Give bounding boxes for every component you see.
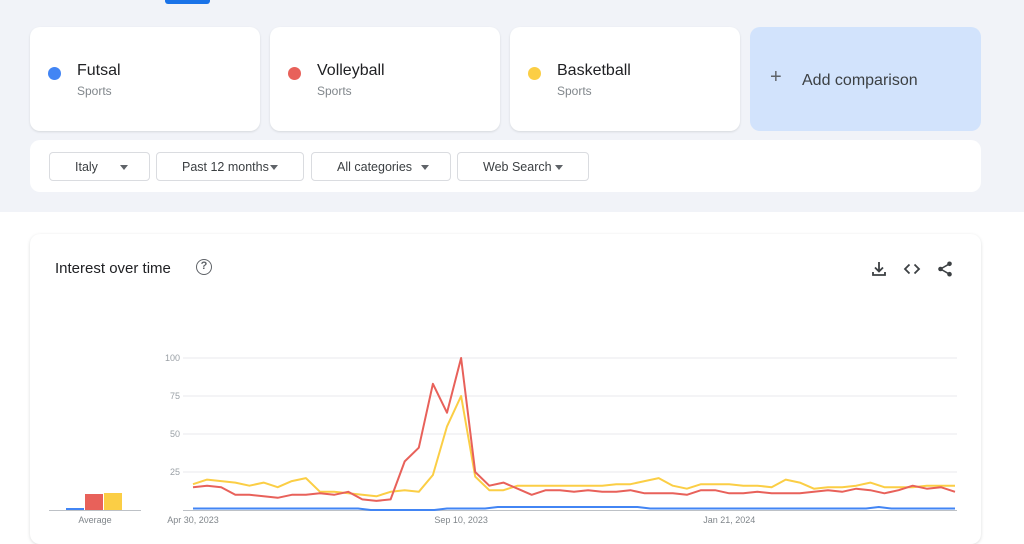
region-filter-dropdown[interactable]: Italy	[49, 152, 150, 181]
x-tick-label: Apr 30, 2023	[167, 515, 219, 525]
time-range-filter-label: Past 12 months	[182, 160, 269, 174]
chevron-down-icon	[120, 165, 128, 170]
chevron-down-icon	[270, 165, 278, 170]
series-color-dot	[48, 67, 61, 80]
average-bar-futsal	[66, 508, 84, 510]
x-tick-label: Jan 21, 2024	[703, 515, 755, 525]
region-filter-label: Italy	[75, 160, 98, 174]
y-tick-label: 75	[170, 391, 180, 401]
chart-title: Interest over time	[55, 260, 171, 277]
y-tick-label: 25	[170, 467, 180, 477]
term-card-futsal[interactable]: Futsal Sports	[30, 27, 260, 131]
share-icon[interactable]	[936, 260, 954, 278]
add-comparison-button[interactable]: + Add comparison	[750, 27, 981, 131]
y-tick-label: 50	[170, 429, 180, 439]
series-line-basketball	[192, 395, 955, 498]
term-name: Basketball	[557, 62, 631, 79]
term-category: Sports	[557, 84, 592, 98]
term-card-basketball[interactable]: Basketball Sports	[510, 27, 740, 131]
chevron-down-icon	[421, 165, 429, 170]
series-line-volleyball	[192, 357, 956, 502]
series-line-futsal	[193, 506, 955, 511]
average-bar-volleyball	[85, 494, 103, 510]
term-name: Futsal	[77, 62, 121, 79]
search-type-filter-dropdown[interactable]: Web Search	[457, 152, 589, 181]
add-comparison-label: Add comparison	[802, 72, 918, 89]
interest-chart: Average 25 50 75 100 Apr 30, 2023 Sep 10, 2023…	[49, 353, 957, 525]
series-color-dot	[528, 67, 541, 80]
term-name: Volleyball	[317, 62, 385, 79]
interest-over-time-card: Interest over time ? Average 25 50 75 100 Apr…	[30, 234, 981, 544]
filters-bar: Italy Past 12 months All categories Web …	[30, 140, 981, 192]
term-card-volleyball[interactable]: Volleyball Sports	[270, 27, 500, 131]
plus-icon: +	[770, 66, 782, 88]
download-icon[interactable]	[870, 260, 888, 278]
search-type-filter-label: Web Search	[483, 160, 552, 174]
series-color-dot	[288, 67, 301, 80]
embed-code-icon[interactable]	[903, 260, 921, 278]
y-tick-label: 100	[165, 353, 180, 363]
active-tab-indicator	[165, 0, 210, 4]
category-filter-dropdown[interactable]: All categories	[311, 152, 451, 181]
x-tick-label: Sep 10, 2023	[434, 515, 488, 525]
average-label: Average	[78, 515, 111, 525]
chevron-down-icon	[555, 165, 563, 170]
term-category: Sports	[77, 84, 112, 98]
average-bar-basketball	[104, 493, 122, 510]
term-category: Sports	[317, 84, 352, 98]
category-filter-label: All categories	[337, 160, 413, 174]
help-icon[interactable]: ?	[196, 259, 212, 275]
time-range-filter-dropdown[interactable]: Past 12 months	[156, 152, 304, 181]
